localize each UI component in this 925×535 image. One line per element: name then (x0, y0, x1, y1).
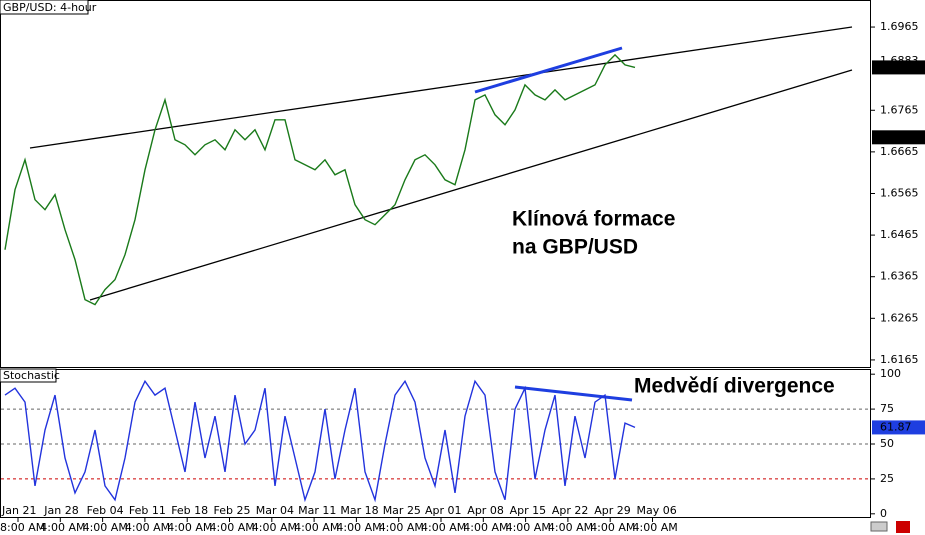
title-box (0, 0, 89, 15)
annotation: Klínová formace (512, 208, 675, 231)
x-date-label: Feb 18 (171, 504, 208, 517)
y-tick-label: 0 (880, 507, 887, 520)
price-panel (0, 0, 871, 368)
current-value-box (872, 420, 925, 435)
x-time-label: 4:00 AM (548, 521, 593, 534)
x-date-label: Feb 04 (87, 504, 124, 517)
x-date-label: Jan 21 (1, 504, 36, 517)
y-tick-label: 100 (880, 367, 901, 380)
x-time-label: 4:00 AM (463, 521, 508, 534)
x-time-label: 4:00 AM (633, 521, 678, 534)
x-date-label: Feb 11 (129, 504, 166, 517)
x-date-label: Apr 15 (510, 504, 547, 517)
x-time-label: 4:00 AM (590, 521, 635, 534)
x-time-label: 4:00 AM (83, 521, 128, 534)
scroll-icon[interactable] (870, 521, 888, 532)
y-tick-label: 1.6565 (880, 186, 919, 199)
y-tick-label: 1.6765 (880, 103, 919, 116)
y-tick-label: 50 (880, 437, 894, 450)
price-marker-box (872, 130, 925, 145)
wedge-lower-line (89, 69, 853, 301)
annotation: na GBP/USD (512, 236, 638, 259)
stoch-title: Stochastic (3, 369, 60, 382)
y-tick-label: 1.6465 (880, 228, 919, 241)
x-date-label: Apr 01 (425, 504, 462, 517)
series-line (4, 53, 636, 306)
x-date-label: Apr 08 (467, 504, 504, 517)
x-time-label: 4:00 AM (40, 521, 85, 534)
x-time-label: 4:00 AM (125, 521, 170, 534)
x-date-label: Mar 18 (340, 504, 378, 517)
stoch-title-box (0, 368, 57, 383)
y-tick-label: 1.6265 (880, 311, 919, 324)
x-date-label: Apr 22 (552, 504, 589, 517)
y-tick-label: 1.6165 (880, 353, 919, 366)
y-tick-label: 1.6365 (880, 270, 919, 283)
x-time-label: 4:00 AM (252, 521, 297, 534)
x-date-label: Mar 25 (383, 504, 421, 517)
x-time-label: 4:00 AM (379, 521, 424, 534)
x-date-label: Mar 11 (298, 504, 336, 517)
wedge-upper-line (29, 26, 853, 149)
x-date-label: May 06 (637, 504, 677, 517)
price-marker-label: 1.6868 (880, 60, 919, 73)
x-date-label: Feb 25 (214, 504, 251, 517)
chart-title: GBP/USD: 4-hour (3, 1, 97, 14)
x-time-label: 4:00 AM (506, 521, 551, 534)
y-tick-label: 1.6665 (880, 145, 919, 158)
x-date-label: Mar 04 (256, 504, 294, 517)
y-tick-label: 25 (880, 472, 894, 485)
x-time-label: 4:00 AM (167, 521, 212, 534)
price-marker-box (872, 60, 925, 75)
x-date-label: Apr 29 (594, 504, 631, 517)
current-value-label: 61.87 (880, 420, 912, 433)
y-tick-label: 1.6965 (880, 20, 919, 33)
annotation: Medvědí divergence (634, 375, 835, 398)
x-time-label: 4:00 AM (294, 521, 339, 534)
divergence-price-line (474, 46, 623, 94)
x-time-label: 8:00 AM (0, 521, 45, 534)
x-time-label: 4:00 AM (421, 521, 466, 534)
y-tick-label: 75 (880, 402, 894, 415)
x-date-label: Jan 28 (43, 504, 78, 517)
series-line (4, 379, 636, 503)
x-time-label: 4:00 AM (210, 521, 255, 534)
price-marker-label: 1.6700 (880, 130, 919, 143)
close-icon[interactable] (896, 521, 910, 533)
divergence-stoch-line (514, 385, 633, 402)
x-time-label: 4:00 AM (336, 521, 381, 534)
